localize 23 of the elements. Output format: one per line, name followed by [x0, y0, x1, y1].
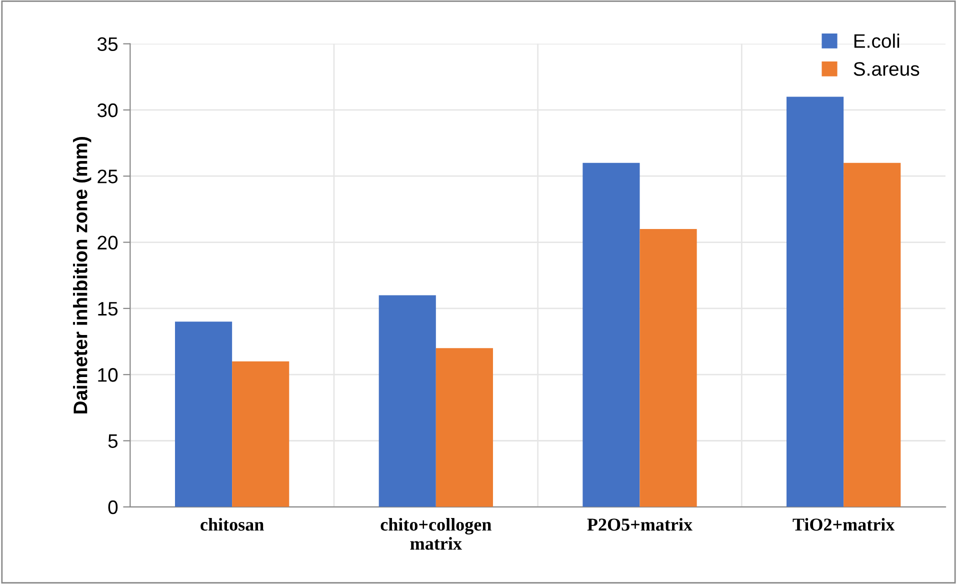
x-tick-label: chito+collogen matrix: [380, 518, 492, 550]
y-tick-label: 30: [97, 103, 118, 118]
y-axis-title: Daimeter inhibition zone (mm): [73, 136, 92, 414]
x-tick-label: P2O5+matrix: [587, 518, 692, 531]
y-tick-label: 20: [98, 236, 118, 250]
bar: [640, 229, 697, 507]
bar: [582, 162, 640, 507]
y-tick-label: 15: [98, 302, 118, 316]
y-tick-label: 10: [98, 368, 118, 382]
y-tick-label: 0: [108, 500, 118, 514]
bar: [174, 322, 232, 507]
x-tick-label: chitosan: [200, 518, 264, 531]
bar: [786, 96, 844, 507]
legend-label: E.coli: [854, 34, 900, 48]
bar: [378, 295, 436, 507]
bar: [232, 361, 290, 507]
legend-label: S.areus: [854, 62, 920, 76]
y-tick-label: 35: [97, 37, 118, 52]
bar: [436, 348, 493, 507]
y-tick-label: 5: [108, 434, 118, 448]
bar: [844, 162, 901, 507]
y-tick-label: 25: [98, 170, 118, 184]
x-tick-label: TiO2+matrix: [792, 518, 895, 531]
